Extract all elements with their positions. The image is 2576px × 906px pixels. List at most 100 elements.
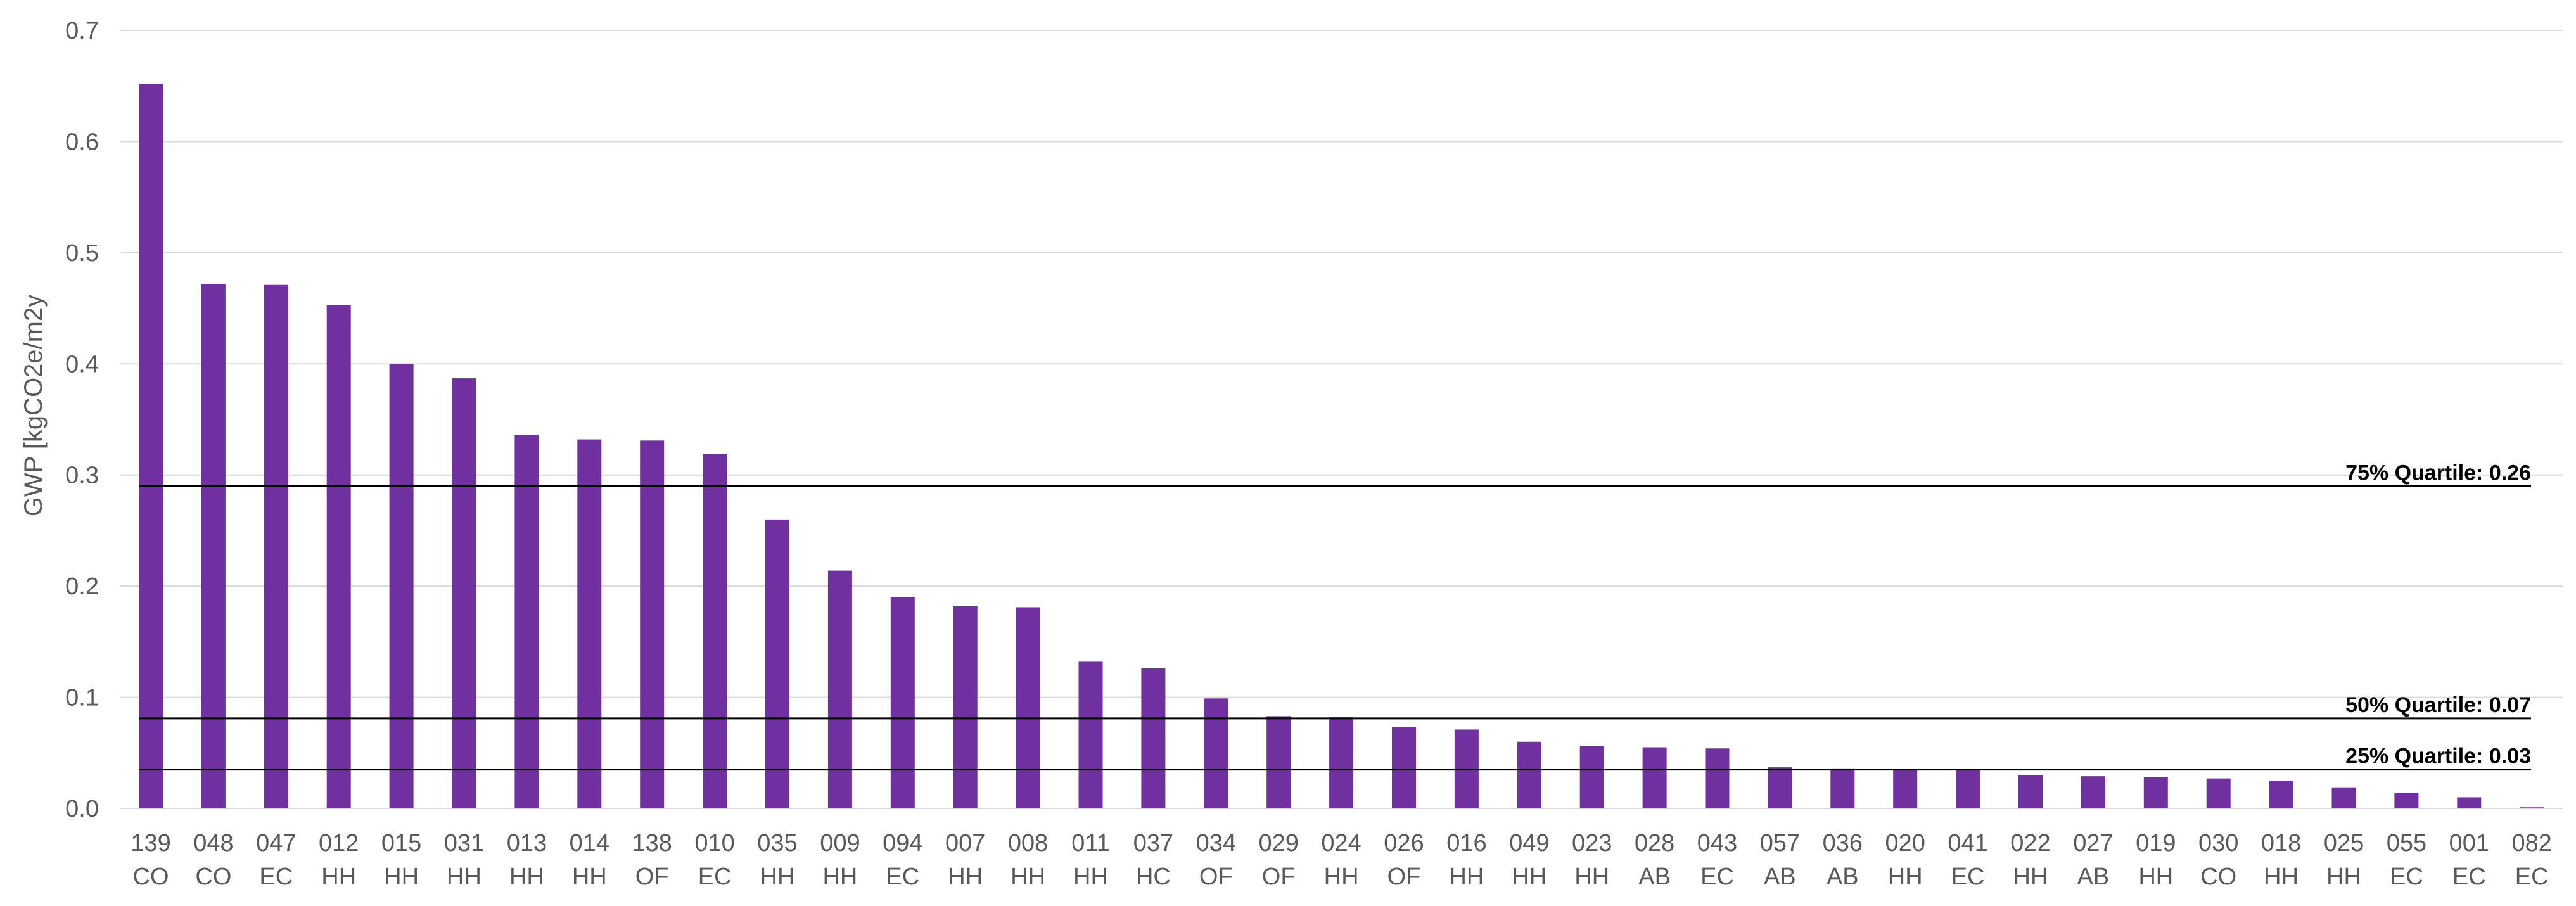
category-label-type: HC [1136, 864, 1171, 890]
y-axis-tick-labels: 0.0 0.1 0.2 0.3 0.4 0.5 0.6 0.7 [65, 18, 99, 822]
category-label-id: 001 [2449, 830, 2489, 857]
category-label-id: 009 [820, 830, 860, 857]
bar [514, 435, 539, 808]
category-label-type: CO [195, 864, 231, 890]
bar [1329, 717, 1354, 808]
category-label-id: 057 [1760, 830, 1800, 857]
category-label-id: 012 [319, 830, 359, 857]
category-label-type: HH [948, 864, 983, 890]
bar [827, 570, 852, 808]
category-label-id: 047 [256, 830, 296, 857]
category-label-type: EC [886, 864, 919, 890]
bars [139, 84, 2544, 809]
bar [1642, 747, 1667, 808]
y-tick-label: 0.1 [65, 685, 99, 711]
bar [1579, 746, 1604, 808]
category-label-id: 018 [2261, 830, 2301, 857]
category-label-id: 035 [757, 830, 797, 857]
category-label-id: 016 [1446, 830, 1486, 857]
category-label-id: 030 [2198, 830, 2238, 857]
y-tick-label: 0.2 [65, 573, 99, 600]
category-label-type: EC [2452, 864, 2486, 890]
category-label-id: 019 [2136, 830, 2176, 857]
bar [640, 440, 665, 808]
category-label-type: HH [822, 864, 857, 890]
category-label-id: 082 [2511, 830, 2551, 857]
bar [2206, 778, 2231, 808]
category-label-id: 037 [1133, 830, 1173, 857]
category-label-type: EC [1951, 864, 1985, 890]
category-label-id: 049 [1509, 830, 1549, 857]
bar [2269, 781, 2293, 808]
category-label-id: 020 [1885, 830, 1925, 857]
x-axis-category-labels: 139 CO 048 CO 047 EC 012 HH 015 HH 031 HH 013 HH 014 HH… [131, 830, 2552, 890]
category-label-id: 048 [193, 830, 233, 857]
bar [2018, 775, 2043, 808]
bar [264, 284, 288, 808]
bar [703, 454, 727, 808]
category-label-id: 139 [131, 830, 170, 857]
quartile-lines: 75% Quartile: 0.26 50% Quartile: 0.07 25% … [139, 461, 2531, 771]
category-label-id: 024 [1321, 830, 1361, 857]
category-label-id: 007 [945, 830, 985, 857]
bar [389, 364, 414, 808]
category-label-type: HH [2326, 864, 2361, 890]
bar [2143, 777, 2168, 808]
bar [2081, 776, 2105, 808]
category-label-id: 034 [1196, 830, 1236, 857]
category-label-type: EC [2515, 864, 2549, 890]
y-tick-label: 0.6 [65, 129, 99, 155]
category-label-id: 013 [507, 830, 547, 857]
category-label-type: HH [321, 864, 356, 890]
category-label-type: HH [1324, 864, 1359, 890]
y-tick-label: 0.0 [65, 796, 99, 822]
y-tick-label: 0.7 [65, 18, 99, 44]
category-label-id: 036 [1823, 830, 1863, 857]
category-label-id: 138 [632, 830, 672, 857]
bar [2331, 787, 2356, 808]
quartile-label: 50% Quartile: 0.07 [2345, 693, 2531, 717]
bar [2457, 797, 2482, 808]
category-label-id: 025 [2324, 830, 2364, 857]
bar [1204, 698, 1228, 808]
category-label-id: 094 [883, 830, 922, 857]
bar [1768, 767, 1792, 808]
category-label-type: EC [698, 864, 732, 890]
category-label-type: HH [1574, 864, 1609, 890]
category-label-type: HH [1512, 864, 1546, 890]
category-label-type: EC [259, 864, 293, 890]
bar [1705, 748, 1730, 808]
category-label-type: OF [635, 864, 669, 890]
category-label-id: 022 [2010, 830, 2050, 857]
y-tick-label: 0.5 [65, 240, 99, 267]
category-label-type: AB [1827, 864, 1859, 890]
quartile-label: 25% Quartile: 0.03 [2345, 744, 2531, 769]
category-label-type: CO [2200, 864, 2236, 890]
category-label-type: HH [2138, 864, 2173, 890]
bar [1392, 727, 1416, 808]
category-label-type: HH [1073, 864, 1108, 890]
category-label-id: 031 [444, 830, 484, 857]
category-label-id: 055 [2387, 830, 2426, 857]
gridlines [120, 30, 2563, 809]
y-tick-label: 0.4 [65, 351, 99, 378]
category-label-type: HH [1011, 864, 1045, 890]
bar [890, 597, 915, 808]
category-label-type: HH [2264, 864, 2299, 890]
category-label-type: HH [384, 864, 419, 890]
y-axis-label: GWP [kgCO2e/m2y [20, 295, 48, 516]
category-label-id: 041 [1948, 830, 1987, 857]
category-label-id: 023 [1572, 830, 1612, 857]
category-label-type: HH [1449, 864, 1484, 890]
y-tick-label: 0.3 [65, 463, 99, 489]
category-label-type: OF [1387, 864, 1421, 890]
category-label-id: 011 [1071, 830, 1110, 857]
category-label-id: 008 [1008, 830, 1048, 857]
bar [1517, 741, 1541, 808]
category-label-id: 027 [2073, 830, 2113, 857]
bar [1078, 661, 1103, 808]
category-label-type: EC [2390, 864, 2423, 890]
quartile-label: 75% Quartile: 0.26 [2345, 461, 2531, 485]
category-label-type: AB [1764, 864, 1796, 890]
bar [139, 84, 163, 809]
